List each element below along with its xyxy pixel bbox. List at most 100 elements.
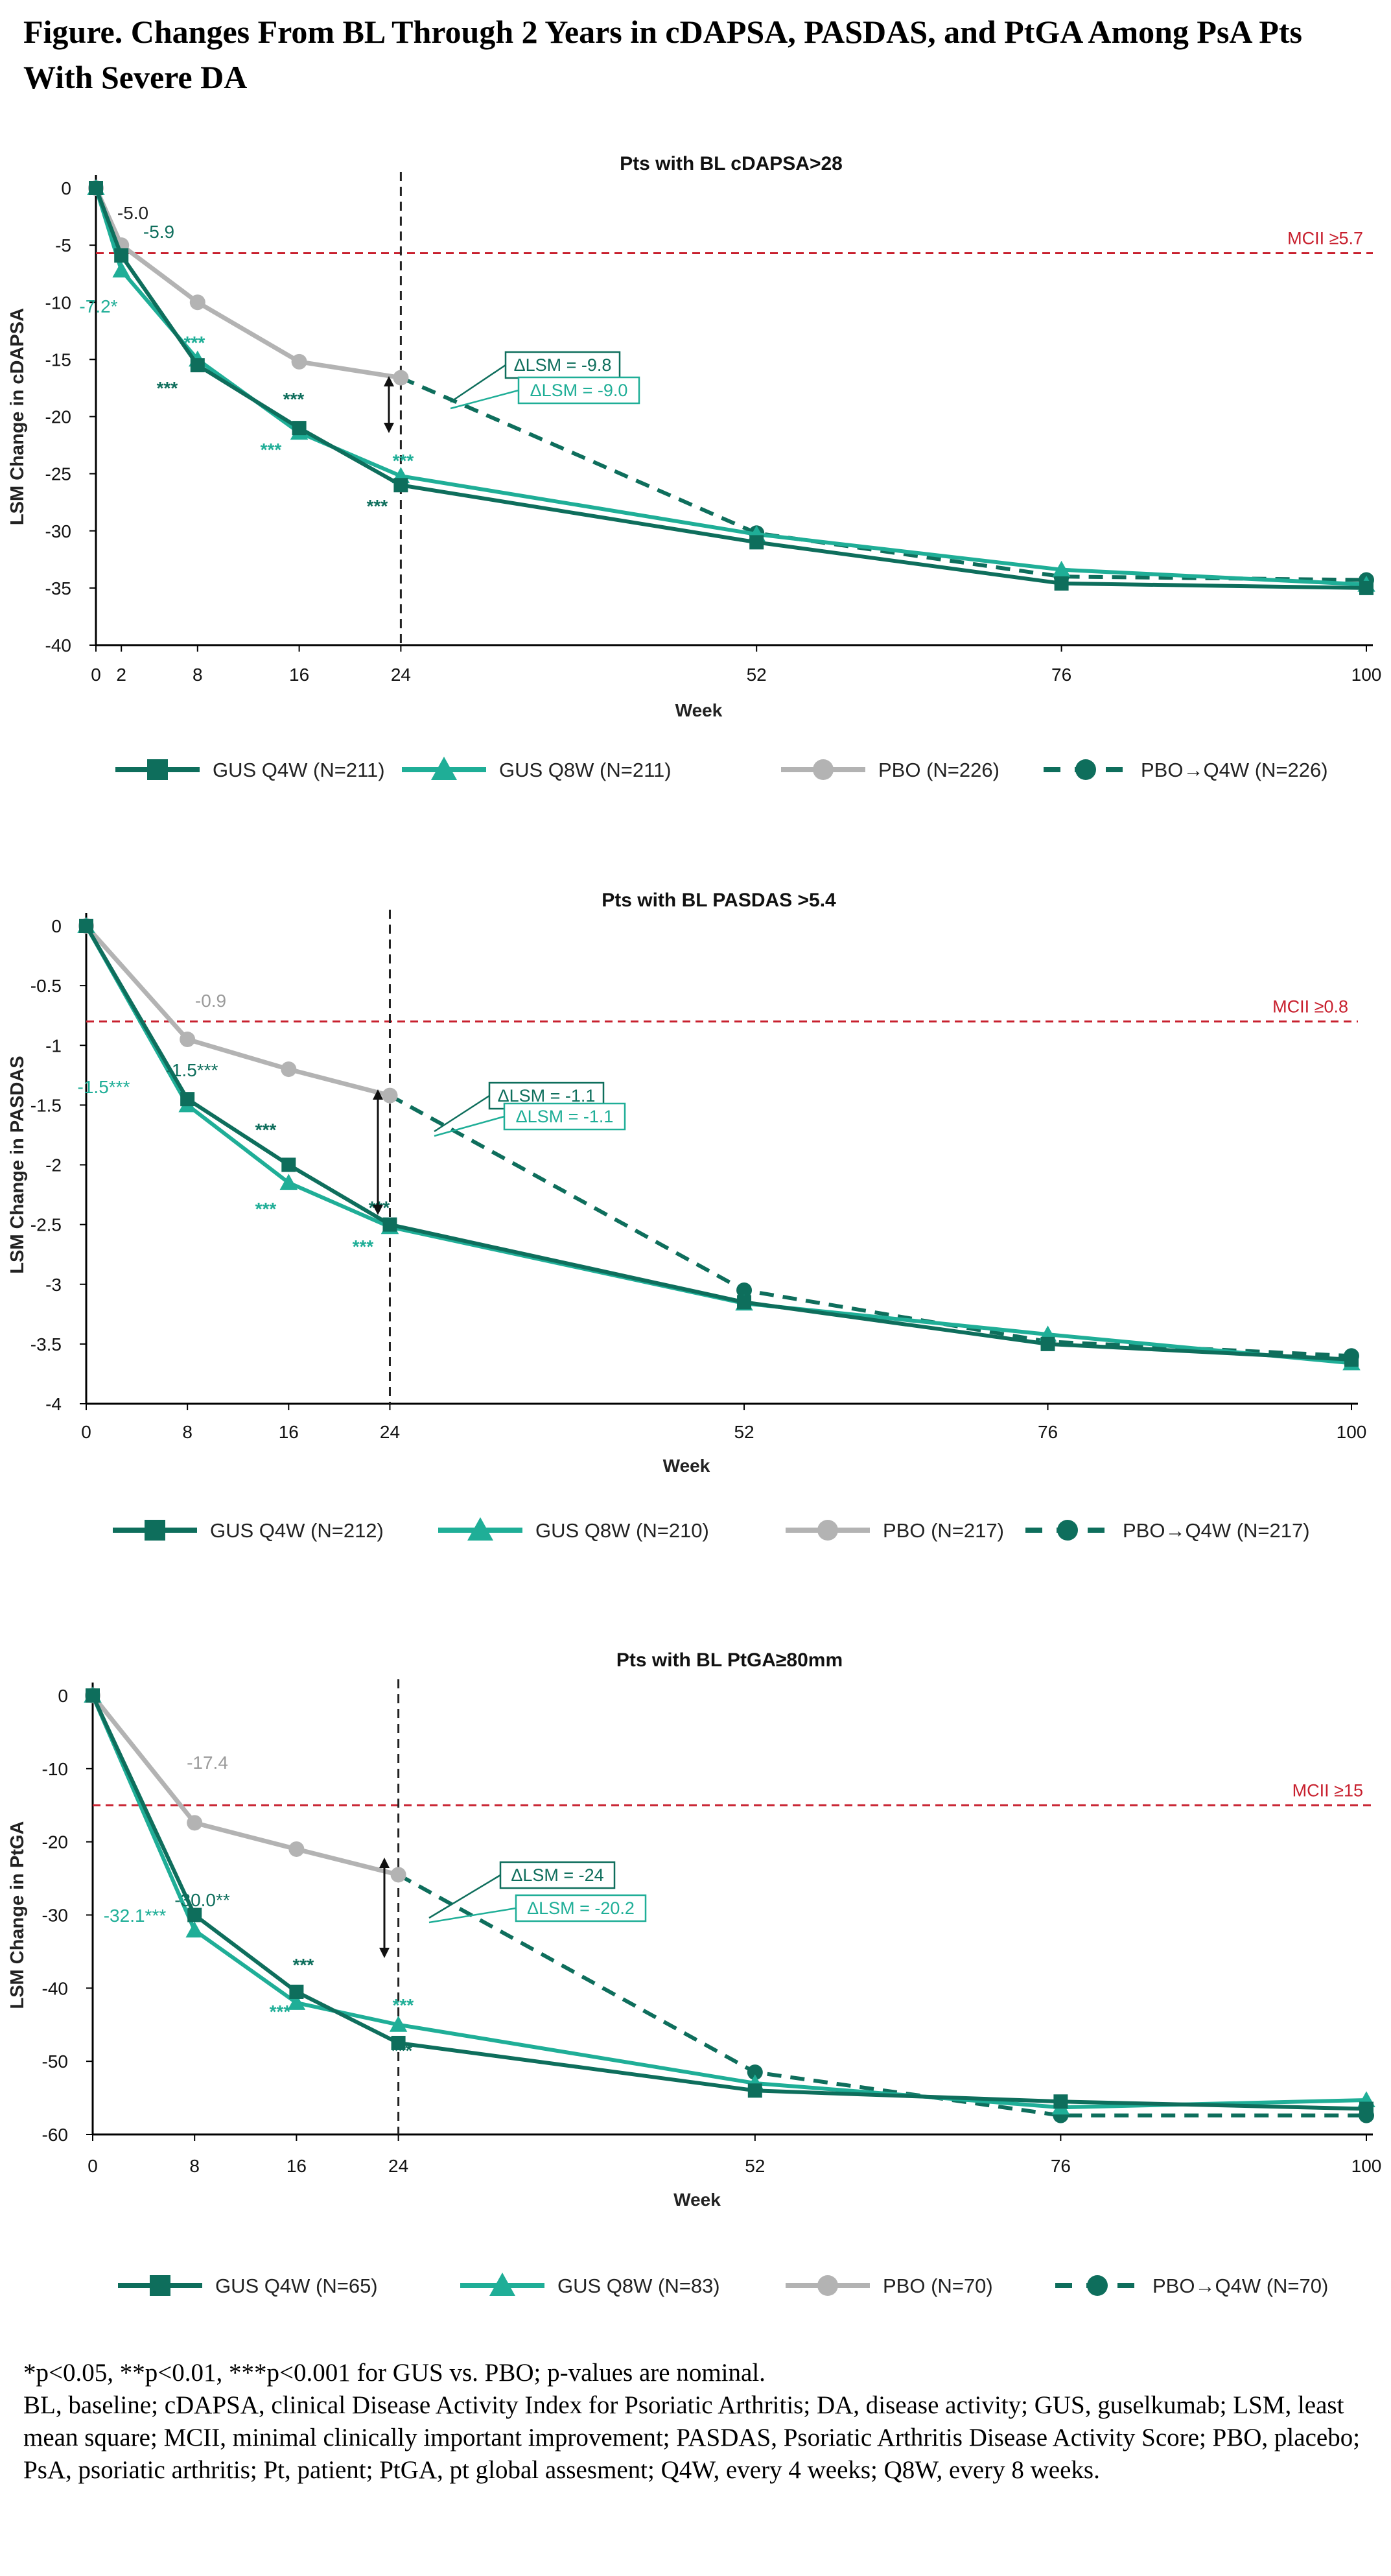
x-tick-label: 8: [189, 2156, 200, 2176]
x-tick-label: 24: [391, 665, 411, 685]
x-tick-label: 16: [286, 2156, 307, 2176]
data-point-gus_q4w: [1344, 1352, 1359, 1367]
x-axis-title: Week: [675, 700, 723, 720]
legend-marker-gus_q8w: [467, 1517, 493, 1541]
x-tick-label: 100: [1351, 665, 1382, 685]
data-point-gus_q4w: [292, 421, 307, 436]
x-axis-title: Week: [663, 1456, 710, 1476]
x-axis-title: Week: [673, 2190, 721, 2210]
data-point-pbo_q4w: [747, 2064, 763, 2081]
y-tick-label: 0: [51, 916, 62, 936]
point-label: -30.0**: [174, 1890, 230, 1910]
y-tick-label: -50: [42, 2051, 68, 2072]
legend-marker-pbo: [813, 759, 834, 780]
data-point-gus_q4w: [190, 358, 205, 373]
cdapsa-chart: Pts with BL cDAPSA>28 0 -5 -10 -15 -20 -25 -30 -…: [7, 153, 1382, 781]
delta-leader-line: [434, 1094, 490, 1133]
delta-arrow-head: [373, 1089, 383, 1100]
legend-label: GUS Q4W (N=211): [213, 759, 385, 781]
legend-marker-pbo_q4w: [1057, 1520, 1078, 1541]
x-tick-label: 16: [279, 1422, 299, 1442]
data-point-gus_q4w: [79, 919, 93, 933]
data-point-gus_q4w: [187, 1908, 202, 1922]
y-axis-title: LSM Change in PASDAS: [7, 1056, 28, 1273]
legend-label: PBO (N=226): [878, 759, 999, 781]
delta-label: ΔLSM = -20.2: [527, 1898, 635, 1918]
delta-leader-line: [450, 364, 506, 403]
y-tick-label: -10: [42, 1759, 68, 1779]
data-point-gus_q8w: [1052, 560, 1071, 577]
point-label: ***: [255, 1120, 277, 1140]
point-label: -5.9: [143, 222, 174, 242]
y-tick-label: -25: [45, 464, 71, 484]
data-point-gus_q4w: [382, 1217, 397, 1232]
x-tick-label: 0: [91, 665, 101, 685]
legend-label: PBO→Q4W (N=217): [1123, 1519, 1310, 1542]
chart-title: Pts with BL PtGA≥80mm: [616, 1649, 843, 1671]
y-tick-label: -2.5: [30, 1215, 62, 1235]
legend-label: GUS Q4W (N=212): [210, 1519, 384, 1542]
legend-marker-pbo_q4w: [1075, 759, 1096, 780]
data-point-pbo: [281, 1061, 297, 1078]
delta-arrow-head: [379, 1948, 390, 1958]
point-label: -1.5***: [166, 1060, 218, 1080]
point-label: ***: [393, 1995, 414, 2015]
footnote-significance: *p<0.05, **p<0.01, ***p<0.001 for GUS vs…: [23, 2359, 766, 2387]
mcii-label: MCII ≥0.8: [1272, 997, 1348, 1016]
data-point-gus_q4w: [180, 1092, 195, 1107]
data-point-pbo: [189, 294, 205, 311]
point-label: ***: [392, 2040, 413, 2061]
mcii-label: MCII ≥15: [1292, 1780, 1363, 1800]
point-label: ***: [353, 1236, 374, 1257]
data-point-gus_q8w: [279, 1174, 298, 1190]
legend-marker-gus_q8w: [431, 757, 457, 780]
point-label: ***: [293, 1955, 314, 1975]
delta-arrow-head: [379, 1858, 390, 1868]
x-tick-label: 100: [1337, 1422, 1367, 1442]
y-tick-label: -30: [42, 1906, 68, 1926]
y-tick-label: -4: [45, 1394, 62, 1414]
data-point-gus_q4w: [391, 2035, 406, 2050]
x-tick-label: 76: [1051, 665, 1071, 685]
data-point-gus_q8w: [112, 261, 130, 278]
delta-label: ΔLSM = -1.1: [516, 1107, 614, 1126]
x-tick-label: 8: [193, 665, 203, 685]
x-tick-label: 76: [1038, 1422, 1058, 1442]
point-label: -17.4: [187, 1753, 228, 1773]
point-label: ***: [157, 378, 178, 398]
y-tick-label: -3.5: [30, 1334, 62, 1354]
data-point-gus_q4w: [89, 181, 103, 195]
series-line-pbo: [91, 1694, 399, 1877]
point-label: -0.9: [195, 991, 226, 1011]
y-tick-label: -35: [45, 578, 71, 598]
delta-label: ΔLSM = -9.0: [530, 381, 628, 400]
y-tick-label: -2: [45, 1155, 62, 1176]
data-point-pbo: [288, 1841, 305, 1857]
delta-box: [499, 1861, 616, 1889]
series-line-gus_q4w: [84, 925, 1352, 1362]
y-tick-label: -3: [45, 1275, 62, 1295]
chart-title: Pts with BL cDAPSA>28: [620, 153, 843, 174]
x-tick-label: 8: [182, 1422, 193, 1442]
delta-leader-line: [428, 1907, 517, 1924]
legend-label: GUS Q8W (N=83): [557, 2275, 720, 2297]
data-point-pbo: [390, 1867, 406, 1883]
series-line-gus_q8w: [94, 187, 1367, 587]
x-tick-label: 52: [734, 1422, 754, 1442]
data-point-gus_q4w: [393, 478, 408, 493]
delta-box: [517, 376, 640, 405]
point-label: ***: [283, 389, 305, 409]
data-point-pbo: [180, 1032, 196, 1048]
y-tick-label: -15: [45, 349, 71, 370]
y-tick-label: -1.5: [30, 1095, 62, 1115]
data-point-pbo_q4w: [736, 1282, 753, 1298]
data-point-pbo: [393, 370, 409, 386]
x-tick-label: 2: [116, 665, 126, 685]
data-point-gus_q4w: [289, 1984, 304, 1999]
point-label: ***: [393, 451, 414, 471]
figure-title: Figure. Changes From BL Through 2 Years …: [23, 14, 1302, 95]
delta-arrow-head: [373, 1205, 383, 1215]
mcii-label: MCII ≥5.7: [1287, 228, 1363, 248]
legend-label: PBO→Q4W (N=226): [1141, 759, 1328, 781]
y-axis-title: LSM Change in cDAPSA: [7, 308, 28, 525]
